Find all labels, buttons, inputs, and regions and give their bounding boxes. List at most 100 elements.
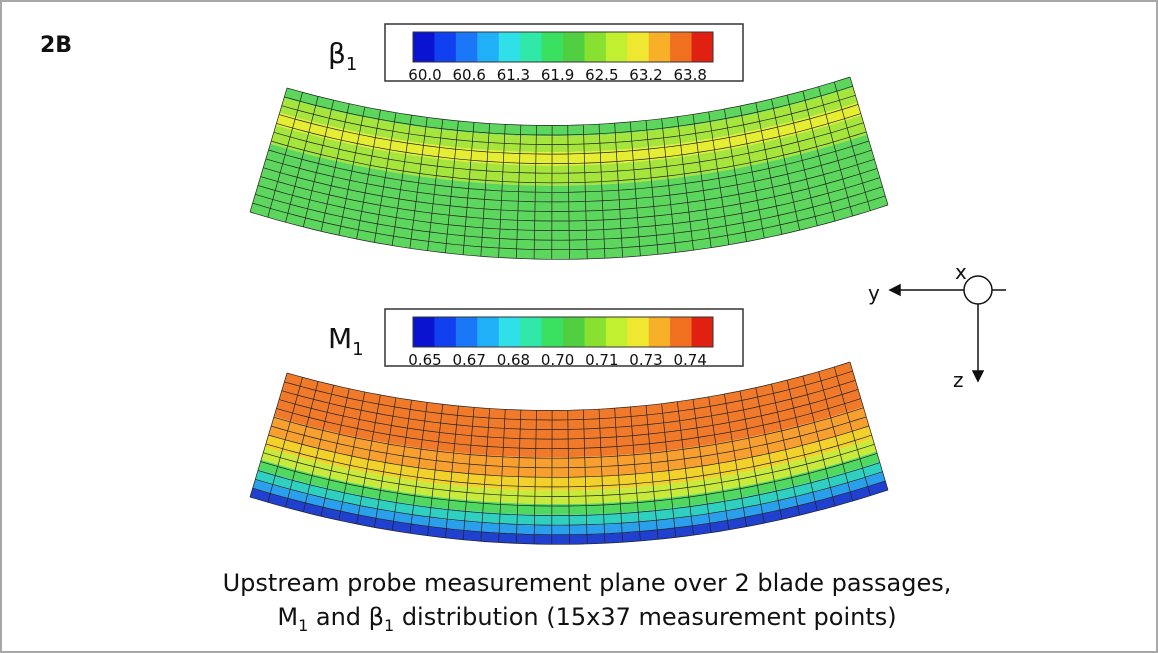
grid-col bbox=[533, 410, 537, 545]
colorbar-cell bbox=[477, 317, 500, 347]
colorbar-cell bbox=[648, 317, 671, 347]
colorbar-label: 0.73 bbox=[629, 351, 662, 369]
colorbar-cell bbox=[627, 32, 650, 62]
colorbar-label: 63.8 bbox=[673, 66, 706, 84]
caption: M1 and β1 distribution (15x37 measuremen… bbox=[277, 603, 896, 635]
grid-col bbox=[739, 390, 765, 524]
colorbar-cell bbox=[605, 32, 628, 62]
grid-col bbox=[391, 115, 412, 246]
symbol: β bbox=[328, 37, 346, 70]
grid-col bbox=[583, 124, 588, 259]
grid-col bbox=[567, 125, 570, 260]
grid-col bbox=[661, 118, 677, 253]
colorbar-label: 63.2 bbox=[629, 66, 662, 84]
colorbar-label: 61.3 bbox=[497, 66, 530, 84]
grid-col bbox=[567, 410, 570, 545]
colorbar-cell bbox=[627, 317, 650, 347]
grid-col bbox=[708, 396, 730, 530]
grid-col bbox=[818, 371, 853, 502]
grid-col bbox=[771, 98, 800, 231]
grid-col bbox=[409, 402, 428, 534]
colorbar-cell bbox=[477, 32, 500, 62]
colorbar-label: 0.65 bbox=[408, 351, 441, 369]
grid-col bbox=[583, 409, 588, 544]
grid-col bbox=[818, 86, 853, 217]
symbol: M bbox=[328, 322, 352, 355]
colorbar-label: 0.67 bbox=[452, 351, 485, 369]
colorbar-cell bbox=[648, 32, 671, 62]
colorbar-cell bbox=[541, 32, 564, 62]
grid-col bbox=[771, 383, 800, 516]
grid-col bbox=[515, 124, 522, 259]
grid-col bbox=[645, 405, 659, 540]
colorbar-cell bbox=[498, 317, 521, 347]
arrowhead bbox=[888, 283, 901, 297]
caption-part: M bbox=[277, 603, 298, 631]
grid-col bbox=[285, 96, 319, 223]
panel-label: 2B bbox=[40, 33, 72, 58]
contour-band bbox=[268, 406, 869, 478]
grid-col bbox=[249, 87, 288, 213]
colorbar-cell bbox=[498, 32, 521, 62]
grid-col bbox=[692, 114, 712, 248]
colorbar-cell bbox=[455, 32, 478, 62]
colorbar-label: 61.9 bbox=[541, 66, 574, 84]
colorbar-cell bbox=[520, 32, 543, 62]
grid-col bbox=[427, 119, 444, 251]
colorbar-cell bbox=[413, 32, 435, 62]
grid-col bbox=[533, 125, 537, 260]
colorbar-label: 0.70 bbox=[541, 351, 574, 369]
axes-glyph bbox=[888, 275, 1006, 383]
caption-part: β bbox=[369, 603, 384, 631]
grid-col bbox=[802, 90, 836, 222]
colorbar-cell bbox=[670, 32, 693, 62]
grid-col bbox=[614, 408, 624, 543]
grid-col bbox=[614, 123, 624, 258]
contour-band bbox=[274, 362, 864, 458]
grid-col bbox=[462, 122, 475, 255]
grid-col bbox=[267, 92, 303, 218]
grid-col bbox=[786, 95, 818, 226]
grid-col bbox=[445, 120, 459, 253]
caption-part: and bbox=[308, 603, 368, 631]
grid-col bbox=[849, 76, 889, 206]
colorbar-cell bbox=[670, 317, 693, 347]
grid-col bbox=[661, 403, 677, 538]
grid-col bbox=[320, 103, 350, 232]
grid-col bbox=[692, 399, 712, 533]
grid-col bbox=[849, 361, 889, 491]
grid-col bbox=[629, 121, 641, 256]
grid-col bbox=[356, 109, 381, 240]
axis-label: z bbox=[953, 368, 964, 392]
grid-col bbox=[598, 409, 606, 544]
subscript: 1 bbox=[298, 616, 308, 635]
plot-label: M1 bbox=[328, 322, 364, 360]
grid-col bbox=[629, 406, 641, 541]
grid-col bbox=[833, 81, 871, 211]
grid-col bbox=[285, 381, 319, 508]
colorbar-cell bbox=[605, 317, 628, 347]
grid-col bbox=[755, 102, 783, 235]
grid-col bbox=[739, 105, 765, 239]
grid-col bbox=[676, 116, 694, 251]
grid-col bbox=[302, 100, 335, 228]
colorbar-cell bbox=[434, 32, 457, 62]
colorbar-label: 0.71 bbox=[585, 351, 618, 369]
grid-col bbox=[786, 380, 818, 511]
colorbar-cell bbox=[691, 317, 714, 347]
subscript: 1 bbox=[346, 54, 357, 75]
grid-col bbox=[724, 393, 747, 527]
grid-col bbox=[374, 112, 397, 243]
grid-col bbox=[480, 123, 490, 257]
colorbar-cell bbox=[691, 32, 714, 62]
caption: Upstream probe measurement plane over 2 … bbox=[223, 569, 952, 597]
axis-label: x bbox=[955, 260, 967, 284]
subscript: 1 bbox=[352, 339, 363, 360]
x-circle bbox=[963, 275, 993, 305]
grid-col bbox=[320, 388, 350, 517]
grid-col bbox=[391, 400, 412, 531]
grid-col bbox=[515, 409, 522, 544]
colorbar-cell bbox=[455, 317, 478, 347]
